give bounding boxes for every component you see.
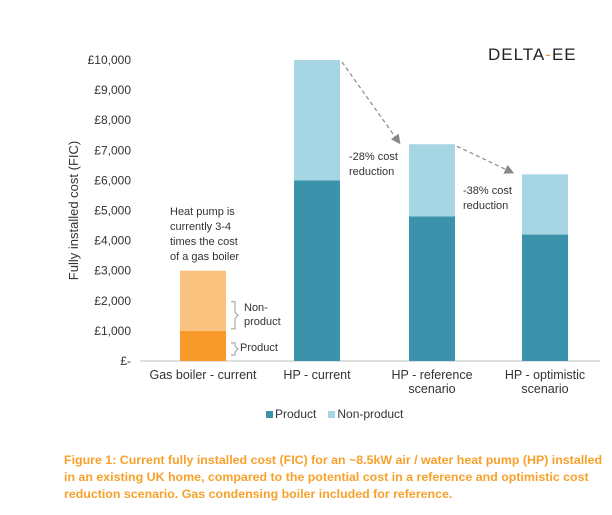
y-tick-label: £3,000 xyxy=(94,264,131,278)
bar-nonproduct-2 xyxy=(409,144,455,217)
x-tick-label: scenario xyxy=(521,382,568,396)
legend-item-product: Product xyxy=(266,407,316,421)
gas-note-line-4: of a gas boiler xyxy=(170,251,240,263)
legend-item-nonproduct: Non-product xyxy=(328,407,403,421)
cost-chart: £- £1,000 £2,000 £3,000 £4,000 £5,000 £6,000 £7… xyxy=(66,53,600,396)
axis-layer: £- £1,000 £2,000 £3,000 £4,000 £5,000 £6,000 £7… xyxy=(66,53,600,396)
reduction-ref-line-1: -28% cost xyxy=(349,151,398,163)
arrow-reference-to-optimistic xyxy=(456,145,515,174)
brace-nonproduct-line-2: product xyxy=(244,316,281,328)
bar-product-1 xyxy=(294,180,340,361)
gas-note-line-3: times the cost xyxy=(170,236,238,248)
delta-ee-logo: DELTA-EE xyxy=(488,45,577,65)
gas-note-line-2: currently 3-4 xyxy=(170,221,232,233)
logo-text-left: DELTA xyxy=(488,45,546,64)
reduction-opt-label: -38% cost reduction xyxy=(463,184,512,214)
annotation-layer xyxy=(231,61,515,356)
y-tick-label: £7,000 xyxy=(94,143,131,157)
bar-product-3 xyxy=(522,234,568,361)
y-axis-title: Fully installed cost (FIC) xyxy=(66,141,81,280)
x-tick-label: HP - current xyxy=(283,368,351,382)
bar-nonproduct-3 xyxy=(522,174,568,235)
reduction-opt-line-1: -38% cost xyxy=(463,185,512,197)
brace-nonproduct xyxy=(231,301,239,330)
chart-legend: Product Non-product xyxy=(266,407,409,421)
y-tick-label: £10,000 xyxy=(88,53,132,67)
logo-dash: - xyxy=(545,45,552,64)
gas-note-line-1: Heat pump is xyxy=(170,206,235,218)
y-tick-label: £5,000 xyxy=(94,204,131,218)
y-tick-label: £9,000 xyxy=(94,83,131,97)
y-tick-label: £1,000 xyxy=(94,324,131,338)
x-tick-label: HP - optimistic xyxy=(505,368,585,382)
x-tick-label: scenario xyxy=(408,382,455,396)
bars-layer xyxy=(180,60,568,361)
legend-swatch-nonproduct xyxy=(328,410,336,418)
bar-product-2 xyxy=(409,216,455,361)
x-tick-label: HP - reference xyxy=(391,368,472,382)
legend-label-nonproduct: Non-product xyxy=(337,407,404,421)
arrow-current-to-reference xyxy=(341,61,401,145)
y-tick-label: £6,000 xyxy=(94,173,131,187)
brace-product-label: Product xyxy=(240,342,278,354)
reduction-ref-label: -28% cost reduction xyxy=(349,150,398,180)
logo-text-right: EE xyxy=(551,45,577,64)
bar-nonproduct-1 xyxy=(294,60,340,181)
y-tick-label: £- xyxy=(120,354,131,368)
reduction-ref-line-2: reduction xyxy=(349,166,395,178)
figure-caption: Figure 1: Current fully installed cost (… xyxy=(64,453,603,501)
legend-label-product: Product xyxy=(275,407,317,421)
bar-nonproduct-0 xyxy=(180,270,226,331)
gas-boiler-note: Heat pump is currently 3-4 times the cos… xyxy=(170,205,239,265)
y-tick-label: £8,000 xyxy=(94,113,131,127)
brace-product xyxy=(231,342,239,356)
x-tick-label: Gas boiler - current xyxy=(150,368,258,382)
bar-product-0 xyxy=(180,330,226,361)
brace-nonproduct-label: Non- product xyxy=(244,301,281,329)
legend-swatch-product xyxy=(266,410,273,418)
reduction-opt-line-2: reduction xyxy=(463,200,509,212)
y-tick-label: £2,000 xyxy=(94,294,131,308)
y-tick-label: £4,000 xyxy=(94,234,131,248)
brace-nonproduct-line-1: Non- xyxy=(244,302,268,314)
